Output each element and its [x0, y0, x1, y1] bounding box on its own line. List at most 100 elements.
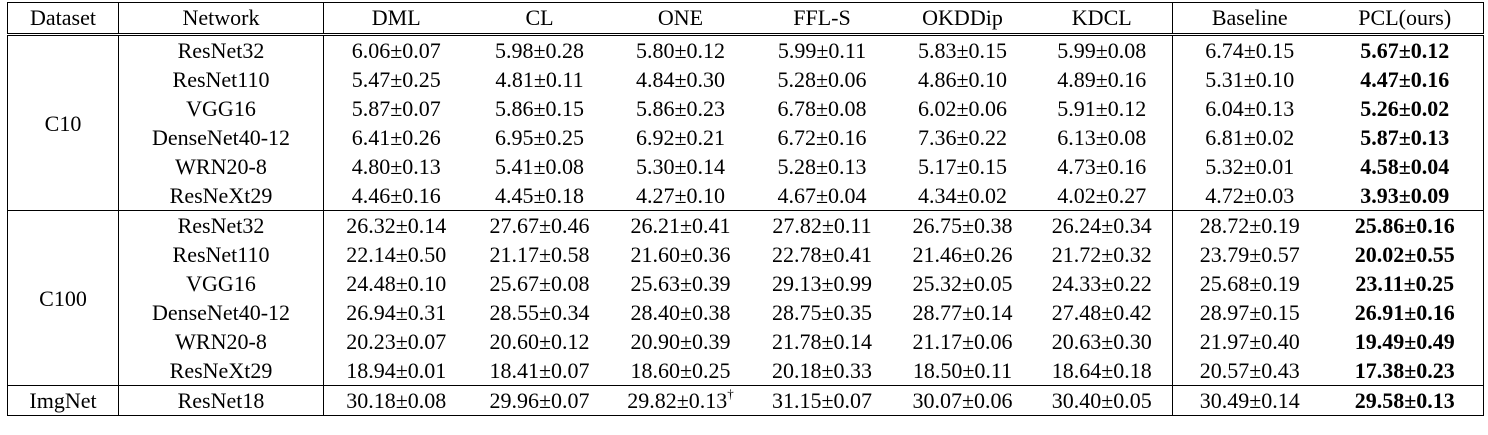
dml-cell: 5.87±0.07 — [324, 94, 469, 123]
table-row: C10 ResNet32 6.06±0.07 5.98±0.28 5.80±0.12 5.… — [8, 35, 1484, 66]
kdcl-cell: 26.24±0.34 — [1032, 211, 1173, 241]
one-cell: 4.84±0.30 — [611, 65, 751, 94]
kdcl-cell: 18.64±0.18 — [1032, 356, 1173, 386]
baseline-cell: 30.49±0.14 — [1173, 386, 1327, 416]
dml-cell: 6.06±0.07 — [324, 35, 469, 66]
cl-cell: 27.67±0.46 — [469, 211, 611, 241]
network-cell: ResNet32 — [119, 35, 324, 66]
kdcl-cell: 24.33±0.22 — [1032, 269, 1173, 298]
ffls-cell: 27.82±0.11 — [751, 211, 894, 241]
network-cell: VGG16 — [119, 269, 324, 298]
dml-cell: 26.32±0.14 — [324, 211, 469, 241]
kdcl-cell: 20.63±0.30 — [1032, 327, 1173, 356]
pcl-cell: 3.93±0.09 — [1327, 181, 1484, 211]
ffls-cell: 4.67±0.04 — [751, 181, 894, 211]
okddip-cell: 25.32±0.05 — [894, 269, 1032, 298]
network-cell: WRN20-8 — [119, 327, 324, 356]
ffls-cell: 21.78±0.14 — [751, 327, 894, 356]
table-row: ResNet110 5.47±0.25 4.81±0.11 4.84±0.30 5.28… — [8, 65, 1484, 94]
okddip-cell: 7.36±0.22 — [894, 123, 1032, 152]
cl-cell: 25.67±0.08 — [469, 269, 611, 298]
dml-cell: 26.94±0.31 — [324, 298, 469, 327]
table-row: ResNet110 22.14±0.50 21.17±0.58 21.60±0.36 2… — [8, 240, 1484, 269]
okddip-cell: 26.75±0.38 — [894, 211, 1032, 241]
okddip-cell: 30.07±0.06 — [894, 386, 1032, 416]
header-kdcl: KDCL — [1032, 3, 1173, 35]
ffls-cell: 28.75±0.35 — [751, 298, 894, 327]
table-row: WRN20-8 20.23±0.07 20.60±0.12 20.90±0.39 21.… — [8, 327, 1484, 356]
one-cell: 5.80±0.12 — [611, 35, 751, 66]
dml-cell: 4.46±0.16 — [324, 181, 469, 211]
header-row: Dataset Network DML CL ONE FFL-S OKDDip … — [8, 3, 1484, 35]
network-cell: DenseNet40-12 — [119, 298, 324, 327]
one-cell: 4.27±0.10 — [611, 181, 751, 211]
one-cell: 5.86±0.23 — [611, 94, 751, 123]
baseline-cell: 20.57±0.43 — [1173, 356, 1327, 386]
table-row: DenseNet40-12 6.41±0.26 6.95±0.25 6.92±0.21… — [8, 123, 1484, 152]
baseline-cell: 6.81±0.02 — [1173, 123, 1327, 152]
baseline-cell: 6.04±0.13 — [1173, 94, 1327, 123]
network-cell: ResNet32 — [119, 211, 324, 241]
kdcl-cell: 4.02±0.27 — [1032, 181, 1173, 211]
cl-cell: 29.96±0.07 — [469, 386, 611, 416]
kdcl-cell: 27.48±0.42 — [1032, 298, 1173, 327]
baseline-cell: 28.97±0.15 — [1173, 298, 1327, 327]
results-table: Dataset Network DML CL ONE FFL-S OKDDip … — [7, 2, 1484, 416]
header-baseline: Baseline — [1173, 3, 1327, 35]
one-value: 29.82±0.13 — [627, 388, 727, 413]
pcl-cell: 19.49±0.49 — [1327, 327, 1484, 356]
dataset-cell: C10 — [8, 35, 119, 211]
cl-cell: 20.60±0.12 — [469, 327, 611, 356]
baseline-cell: 5.32±0.01 — [1173, 152, 1327, 181]
ffls-cell: 5.28±0.06 — [751, 65, 894, 94]
one-cell: 28.40±0.38 — [611, 298, 751, 327]
okddip-cell: 18.50±0.11 — [894, 356, 1032, 386]
baseline-cell: 25.68±0.19 — [1173, 269, 1327, 298]
one-cell: 21.60±0.36 — [611, 240, 751, 269]
header-okddip: OKDDip — [894, 3, 1032, 35]
network-cell: ResNet110 — [119, 240, 324, 269]
header-one: ONE — [611, 3, 751, 35]
pcl-cell: 29.58±0.13 — [1327, 386, 1484, 416]
one-cell: 20.90±0.39 — [611, 327, 751, 356]
cl-cell: 5.98±0.28 — [469, 35, 611, 66]
network-cell: ResNet110 — [119, 65, 324, 94]
okddip-cell: 4.34±0.02 — [894, 181, 1032, 211]
dml-cell: 5.47±0.25 — [324, 65, 469, 94]
table-row: VGG16 24.48±0.10 25.67±0.08 25.63±0.39 29.13… — [8, 269, 1484, 298]
header-dataset: Dataset — [8, 3, 119, 35]
pcl-cell: 5.26±0.02 — [1327, 94, 1484, 123]
pcl-cell: 5.87±0.13 — [1327, 123, 1484, 152]
table-row: WRN20-8 4.80±0.13 5.41±0.08 5.30±0.14 5.28±0… — [8, 152, 1484, 181]
cl-cell: 5.41±0.08 — [469, 152, 611, 181]
baseline-cell: 6.74±0.15 — [1173, 35, 1327, 66]
baseline-cell: 23.79±0.57 — [1173, 240, 1327, 269]
cl-cell: 28.55±0.34 — [469, 298, 611, 327]
header-network: Network — [119, 3, 324, 35]
table-row: ResNeXt29 18.94±0.01 18.41±0.07 18.60±0.25 2… — [8, 356, 1484, 386]
one-cell: 25.63±0.39 — [611, 269, 751, 298]
dml-cell: 6.41±0.26 — [324, 123, 469, 152]
table-row: ImgNet ResNet18 30.18±0.08 29.96±0.07 29.82±… — [8, 386, 1484, 416]
header-ffls: FFL-S — [751, 3, 894, 35]
kdcl-cell: 30.40±0.05 — [1032, 386, 1173, 416]
cl-cell: 4.45±0.18 — [469, 181, 611, 211]
network-cell: VGG16 — [119, 94, 324, 123]
one-cell: 29.82±0.13† — [611, 386, 751, 416]
header-pcl: PCL(ours) — [1327, 3, 1484, 35]
pcl-cell: 4.47±0.16 — [1327, 65, 1484, 94]
one-cell: 26.21±0.41 — [611, 211, 751, 241]
footnote-dagger: † — [727, 386, 734, 401]
ffls-cell: 6.78±0.08 — [751, 94, 894, 123]
okddip-cell: 5.17±0.15 — [894, 152, 1032, 181]
ffls-cell: 5.28±0.13 — [751, 152, 894, 181]
network-cell: ResNeXt29 — [119, 181, 324, 211]
table-row: ResNeXt29 4.46±0.16 4.45±0.18 4.27±0.10 4.67… — [8, 181, 1484, 211]
dml-cell: 22.14±0.50 — [324, 240, 469, 269]
ffls-cell: 5.99±0.11 — [751, 35, 894, 66]
dml-cell: 20.23±0.07 — [324, 327, 469, 356]
ffls-cell: 29.13±0.99 — [751, 269, 894, 298]
okddip-cell: 21.17±0.06 — [894, 327, 1032, 356]
kdcl-cell: 4.73±0.16 — [1032, 152, 1173, 181]
ffls-cell: 22.78±0.41 — [751, 240, 894, 269]
